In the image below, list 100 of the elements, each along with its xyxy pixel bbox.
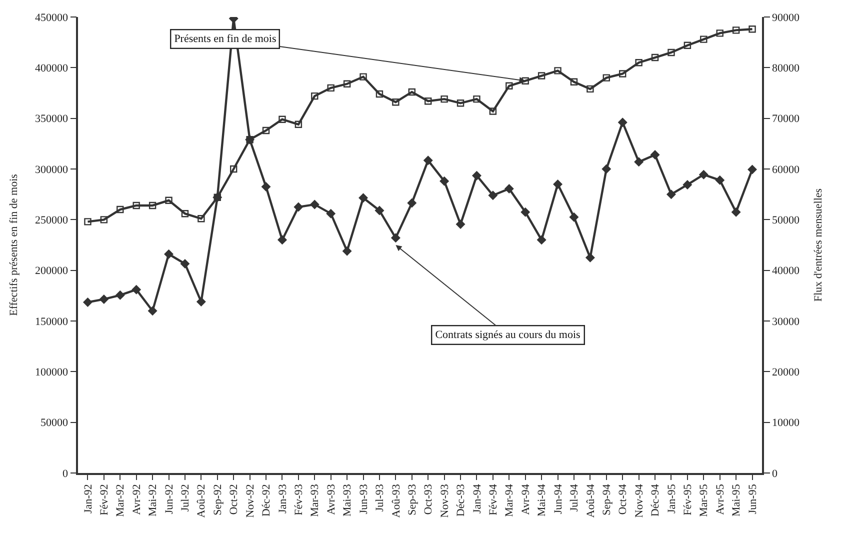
point: [311, 92, 318, 100]
point: [148, 202, 156, 210]
point: [294, 120, 302, 128]
point: [310, 200, 320, 209]
y2-tick-label: 70000: [772, 113, 800, 126]
point: [586, 85, 594, 93]
x-tick-label: Jul-93: [374, 484, 386, 512]
x-tick-label: Jan-94: [471, 484, 484, 514]
point: [262, 182, 271, 192]
y-tick-label: 100000: [35, 366, 69, 379]
x-tick-label: Mai-92: [147, 484, 160, 517]
point: [376, 90, 384, 98]
x-tick-label: Avr-93: [325, 484, 338, 515]
point: [424, 156, 433, 165]
x-tick-label: Mar-94: [504, 484, 516, 517]
x-tick-label: Nov-94: [633, 484, 646, 518]
point: [180, 259, 190, 268]
point: [748, 165, 757, 174]
point: [84, 218, 92, 226]
point: [602, 74, 610, 82]
point: [278, 116, 286, 123]
x-tick-label: Avr-95: [714, 484, 726, 515]
point: [716, 30, 724, 37]
y2-tick-label: 50000: [772, 214, 800, 227]
point: [262, 126, 270, 134]
point: [506, 82, 513, 90]
point: [699, 170, 708, 180]
point: [472, 171, 482, 180]
x-tick-label: Nov-92: [244, 484, 256, 518]
point: [327, 84, 334, 92]
point: [374, 206, 384, 216]
y2-tick-label: 60000: [772, 164, 800, 176]
point: [538, 72, 546, 80]
point: [635, 59, 642, 66]
x-tick-label: Jun-94: [552, 484, 564, 514]
point: [456, 100, 464, 107]
y2-tick-label: 90000: [772, 12, 800, 24]
x-tick-label: Jun-93: [358, 484, 370, 514]
point: [488, 190, 498, 200]
point: [424, 98, 432, 105]
point: [504, 184, 514, 194]
y-tick-label: 50000: [40, 417, 69, 430]
point: [700, 36, 708, 43]
point: [553, 180, 562, 189]
point: [181, 210, 189, 218]
point: [326, 209, 336, 218]
point: [440, 176, 449, 186]
point: [360, 73, 367, 80]
x-tick-label: Oct-94: [617, 484, 630, 515]
y-tick-label: 150000: [35, 316, 69, 328]
y-tick-label: 200000: [35, 265, 69, 278]
point: [619, 70, 626, 78]
annotation: Présents en fin de mois: [174, 33, 276, 46]
y2-tick-label: 10000: [772, 417, 800, 430]
y2-tick-label: 40000: [772, 265, 800, 278]
x-tick-label: Fév-94: [488, 484, 500, 516]
point: [148, 306, 158, 316]
point: [343, 80, 351, 88]
point: [391, 233, 400, 242]
point: [554, 67, 562, 74]
x-tick-label: Oct-93: [422, 484, 435, 515]
point: [732, 208, 741, 217]
x-tick-label: Aoû-92: [196, 484, 208, 518]
point: [116, 206, 124, 214]
point: [100, 216, 108, 224]
x-tick-label: Mar-92: [114, 484, 127, 517]
x-tick-label: Jan-93: [276, 484, 289, 514]
x-tick-label: Mai-94: [536, 484, 548, 517]
x-tick-label: Mai-93: [342, 484, 354, 517]
x-tick-label: Jan-95: [666, 484, 678, 514]
point: [570, 78, 578, 86]
point: [666, 190, 676, 199]
point: [586, 253, 595, 262]
point: [83, 298, 92, 307]
y2-tick-label: 0: [772, 468, 778, 480]
point: [294, 202, 303, 212]
point: [473, 95, 480, 103]
x-tick-label: Jul-94: [568, 484, 581, 512]
x-tick-label: Mar-93: [309, 484, 322, 517]
point: [682, 180, 692, 190]
y-tick-label: 400000: [35, 62, 69, 75]
point: [132, 202, 140, 210]
x-tick-label: Déc-94: [650, 484, 662, 517]
point: [99, 294, 108, 304]
y-tick-label: 350000: [35, 113, 69, 126]
point: [132, 285, 141, 294]
point: [684, 42, 692, 49]
y-tick-label: 450000: [35, 12, 69, 24]
point: [278, 235, 287, 244]
point: [198, 215, 205, 222]
point: [651, 54, 659, 62]
point: [634, 157, 644, 166]
y2-tick-label: 30000: [772, 316, 800, 328]
point: [196, 297, 206, 306]
x-tick-label: Fév-95: [682, 484, 694, 516]
annotation: Contrats signés au cours du mois: [435, 329, 580, 342]
x-tick-label: Aoû-93: [390, 484, 402, 518]
x-tick-label: Avr-94: [520, 484, 532, 515]
x-tick-label: Mai-95: [730, 484, 743, 517]
point: [618, 118, 628, 127]
